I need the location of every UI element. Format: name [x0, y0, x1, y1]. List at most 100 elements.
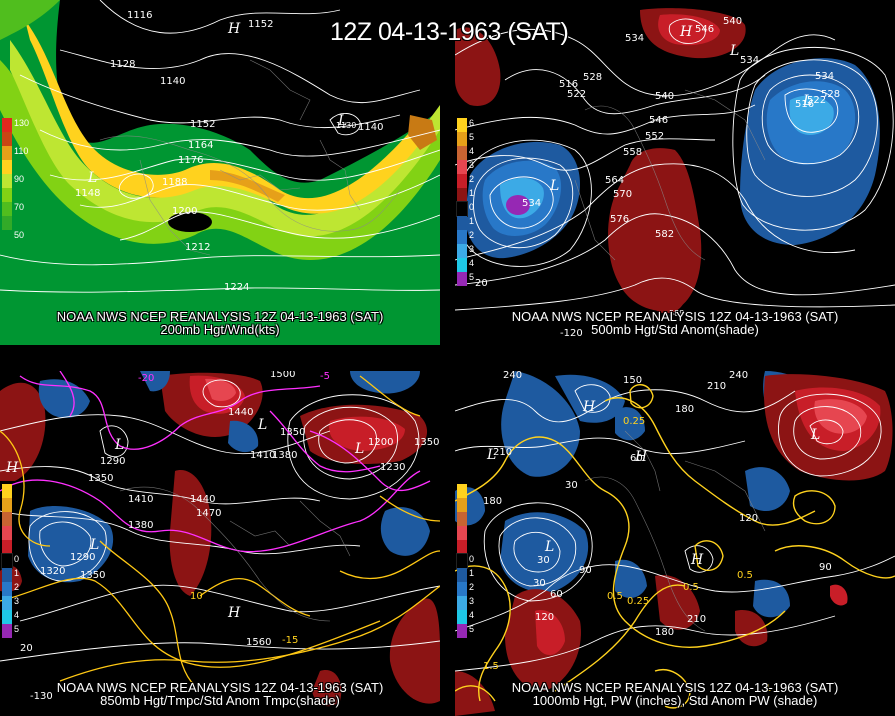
- precipitable-water-label: 0.25: [623, 416, 645, 427]
- contour-label: 570: [613, 189, 632, 200]
- panel-850mb-height-temperature: 1500 1440 1350 1410 1380 1290 1350 1410 …: [0, 371, 440, 716]
- precipitable-water-label: 0.5: [737, 570, 753, 581]
- contour-label: 1350: [414, 437, 439, 448]
- contour-label: 516: [795, 99, 814, 110]
- legend-swatch: 130: [2, 118, 29, 132]
- low-pressure-marker: L: [802, 93, 812, 109]
- contour-label: 20: [475, 278, 488, 289]
- legend-swatch: [2, 512, 12, 526]
- legend-label: 5: [14, 624, 20, 634]
- contour-label: 1224: [224, 282, 249, 293]
- contour-label: 30: [565, 480, 578, 491]
- temperature-label: -15: [282, 635, 298, 646]
- legend-swatch: 3: [2, 596, 19, 610]
- panel-1000mb-height-precipitable-water: 240 150 210 240 180 60 210 180 120 30 30…: [455, 371, 895, 716]
- low-pressure-marker: L: [114, 437, 124, 453]
- low-pressure-marker: L: [486, 447, 496, 463]
- high-pressure-marker: H: [634, 449, 648, 465]
- contour-label: 1350: [80, 570, 105, 581]
- contour-label: 1380: [272, 450, 297, 461]
- contour-label: 120: [739, 513, 758, 524]
- legend-swatch: 2: [2, 582, 19, 596]
- page-title: 12Z 04-13-1963 (SAT): [330, 18, 569, 46]
- legend-swatch: 5: [457, 132, 474, 146]
- legend-swatch: 90: [2, 174, 24, 188]
- contour-label: 1290: [70, 552, 95, 563]
- legend-500mb: 6 5 4 3 2 1 0 1 2 3 4 5: [456, 118, 474, 286]
- panel-caption-field: 1000mb Hgt, PW (inches), Std Anom PW (sh…: [532, 693, 818, 708]
- legend-swatch: 4: [457, 258, 474, 272]
- legend-swatch: 6: [457, 118, 474, 132]
- contour-label: 540: [655, 91, 674, 102]
- legend-swatch: 3: [457, 244, 474, 258]
- legend-swatch: 4: [2, 610, 19, 624]
- contour-label: 582: [655, 229, 674, 240]
- map-850mb: 1500 1440 1350 1410 1380 1290 1350 1410 …: [0, 371, 440, 716]
- contour-label: 150: [623, 375, 642, 386]
- legend-swatch: 1: [457, 216, 474, 230]
- contour-label: 576: [610, 214, 629, 225]
- legend-swatch: 0: [456, 201, 474, 217]
- legend-swatch: [457, 484, 467, 498]
- legend-swatch: 5: [2, 624, 19, 638]
- legend-swatch: 70: [2, 202, 24, 216]
- contour-label: 1200: [172, 206, 197, 217]
- contour-label: 1140: [358, 122, 383, 133]
- legend-label: 1: [469, 216, 475, 226]
- contour-label: 120: [535, 612, 554, 623]
- contour-label: 540: [723, 16, 742, 27]
- low-pressure-marker: L: [729, 43, 739, 59]
- legend-label: 50: [14, 230, 25, 240]
- panel-200mb-height-wind: 1116 1128 1140 1152 1164 1176 1188 1200 …: [0, 0, 440, 345]
- legend-swatch: [457, 540, 467, 554]
- legend-swatch: [2, 132, 12, 146]
- high-pressure-marker: H: [227, 605, 241, 621]
- low-pressure-marker: L: [544, 539, 554, 555]
- legend-label: 2: [469, 174, 475, 184]
- contour-label: 1560: [246, 637, 271, 648]
- legend-label: 4: [469, 146, 475, 156]
- legend-label: 130: [14, 118, 30, 128]
- contour-label: -120: [560, 328, 583, 339]
- temperature-label: -20: [138, 373, 154, 384]
- contour-label: 240: [503, 371, 522, 381]
- low-pressure-marker: L: [87, 170, 97, 186]
- contour-label: 1440: [228, 407, 253, 418]
- contour-label: 1350: [88, 473, 113, 484]
- legend-label: 90: [14, 174, 25, 184]
- contour-label: 1148: [75, 188, 100, 199]
- low-pressure-marker: L: [549, 178, 559, 194]
- low-pressure-marker: L: [89, 537, 99, 553]
- contour-label: 1380: [128, 520, 153, 531]
- panel-caption-field: 500mb Hgt/Std Anom(shade): [591, 322, 759, 337]
- contour-label: 20: [20, 643, 33, 654]
- temperature-label: -5: [320, 371, 330, 382]
- contour-label: 516: [559, 79, 578, 90]
- legend-swatch: [457, 498, 467, 512]
- contour-label: 180: [675, 404, 694, 415]
- contour-label: 1470: [196, 508, 221, 519]
- legend-label: 6: [469, 118, 475, 128]
- legend-label: 5: [469, 272, 475, 282]
- temperature-label: 10: [190, 591, 203, 602]
- legend-label: 4: [14, 610, 20, 620]
- contour-label: 1290: [100, 456, 125, 467]
- low-pressure-marker: L: [337, 113, 347, 129]
- panel-500mb-height-anomaly: 540 534 546 528 516 522 540 546 552 558 …: [455, 0, 895, 345]
- legend-label: 3: [469, 244, 475, 254]
- contour-label: 1200: [368, 437, 393, 448]
- contour-label: 1130: [336, 121, 356, 130]
- contour-label: 240: [729, 371, 748, 381]
- legend-label: 0: [469, 554, 475, 564]
- map-200mb: 1116 1128 1140 1152 1164 1176 1188 1200 …: [0, 0, 440, 345]
- contour-label: 210: [707, 381, 726, 392]
- precipitable-water-label: 0.25: [627, 596, 649, 607]
- low-pressure-marker: L: [354, 441, 364, 457]
- legend-swatch: 0: [1, 553, 19, 569]
- legend-label: 3: [14, 596, 20, 606]
- panel-caption-source: NOAA NWS NCEP REANALYSIS 12Z 04-13-1963 …: [511, 680, 839, 695]
- contour-label: 522: [567, 89, 586, 100]
- legend-swatch: 3: [457, 160, 474, 174]
- legend-swatch: 50: [2, 230, 24, 244]
- contour-label: 210: [493, 447, 512, 458]
